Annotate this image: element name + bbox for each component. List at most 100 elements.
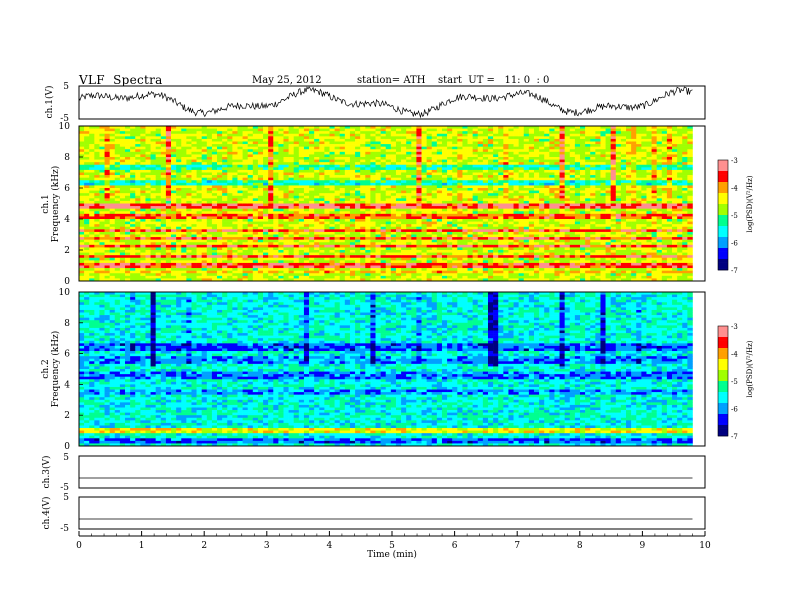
spectrogram-cell (319, 226, 325, 230)
spectrogram-cell (452, 247, 458, 251)
spectrogram-cell (125, 193, 131, 197)
spectrogram-cell (365, 219, 371, 222)
spectrogram-cell (176, 159, 182, 163)
spectrogram-cell (462, 141, 468, 145)
spectrogram-cell (278, 250, 284, 253)
spectrogram-cell (283, 180, 289, 184)
spectrogram-cell (263, 237, 269, 240)
spectrogram-cell (395, 185, 402, 189)
spectrogram-cell (293, 154, 300, 158)
spectrogram-cell (375, 141, 381, 145)
spectrogram-cell (125, 131, 131, 135)
spectrogram-cell (334, 198, 341, 202)
spectrogram-cell (344, 226, 351, 230)
spectrogram-cell (380, 162, 387, 166)
spectrogram-cell (370, 231, 376, 235)
spectrogram-cell (165, 190, 172, 194)
spectrogram-cell (217, 206, 223, 209)
spectrogram-cell (104, 190, 110, 194)
spectrogram-cell (278, 278, 284, 282)
spectrogram-cell (278, 216, 284, 220)
spectrogram-cell (324, 252, 330, 256)
spectrogram-cell (89, 234, 95, 238)
spectrogram-cell (222, 242, 228, 246)
spectrogram-cell (298, 172, 305, 176)
spectrogram-cell (411, 219, 417, 222)
spectrogram-cell (145, 144, 151, 147)
spectrogram-cell (237, 193, 243, 197)
spectrogram-cell (196, 239, 202, 243)
spectrogram-cell (329, 198, 335, 202)
spectrogram-cell (201, 226, 208, 230)
spectrogram-cell (104, 193, 110, 197)
spectrogram-cell (457, 226, 463, 230)
spectrogram-cell (217, 231, 223, 235)
spectrogram-cell (401, 180, 407, 184)
spectrogram-cell (457, 244, 463, 248)
figure-title: VLF Spectra (79, 73, 163, 87)
spectrogram-cell (252, 136, 259, 140)
spectrogram-cell (181, 159, 187, 163)
spectrogram-cell (324, 211, 330, 215)
spectrogram-cell (176, 250, 182, 253)
spectrogram-cell (370, 157, 376, 160)
spectrogram-cell (477, 185, 484, 189)
spectrogram-cell (462, 172, 468, 176)
spectrogram-cell (431, 219, 438, 222)
spectrogram-cell (411, 141, 417, 145)
spectrogram-cell (441, 242, 448, 246)
spectrogram-cell (487, 185, 494, 189)
spectrogram-cell (452, 151, 458, 155)
spectrogram-cell (482, 213, 489, 217)
spectrogram-cell (390, 203, 397, 207)
spectrogram-cell (298, 138, 305, 142)
spectrogram-cell (84, 151, 90, 155)
spectrogram-cell (283, 190, 289, 194)
spectrogram-cell (329, 247, 335, 251)
spectrogram-cell (385, 270, 392, 274)
spectrogram-cell (273, 255, 279, 259)
spectrogram-cell (482, 190, 489, 194)
spectrogram-cell (375, 154, 381, 158)
spectrogram-cell (472, 136, 479, 140)
spectrogram-cell (365, 172, 371, 176)
spectrogram-cell (426, 224, 433, 228)
spectrogram-cell (447, 151, 453, 155)
spectrogram-cell (390, 167, 397, 171)
spectrogram-cell (324, 203, 330, 207)
spectrogram-cell (487, 175, 494, 178)
spectrogram-cell (247, 244, 254, 248)
spectrogram-cell (257, 255, 264, 259)
spectrogram-cell (89, 188, 95, 191)
spectrogram-cell (421, 213, 427, 217)
spectrogram-cell (411, 224, 417, 228)
spectrogram-cell (155, 213, 162, 217)
spectrogram-cell (498, 211, 504, 215)
spectrogram-cell (431, 180, 438, 184)
spectrogram-cell (176, 131, 182, 135)
spectrogram-cell (278, 195, 284, 199)
spectrogram-cell (283, 224, 289, 228)
spectrogram-cell (196, 229, 202, 233)
spectrogram-cell (334, 231, 341, 235)
spectrogram-cell (104, 273, 110, 277)
spectrogram-cell (339, 159, 346, 163)
spectrogram-cell (278, 198, 284, 202)
spectrogram-cell (242, 154, 248, 158)
spectrogram-cell (217, 211, 223, 215)
spectrogram-cell (237, 136, 243, 140)
spectrogram-cell (498, 221, 504, 225)
spectrogram-cell (130, 188, 136, 191)
spectrogram-cell (125, 167, 131, 171)
spectrogram-cell (237, 224, 243, 228)
spectrogram-cell (99, 242, 105, 246)
spectrogram-cell (283, 154, 289, 158)
spectrogram-cell (119, 211, 126, 215)
spectrogram-cell (84, 157, 90, 160)
spectrogram-cell (467, 193, 473, 197)
spectrogram-cell (493, 190, 499, 194)
spectrogram-cell (79, 270, 85, 274)
spectrogram-cell (385, 278, 392, 282)
spectrogram-cell (426, 234, 433, 238)
spectrogram-cell (99, 208, 105, 212)
